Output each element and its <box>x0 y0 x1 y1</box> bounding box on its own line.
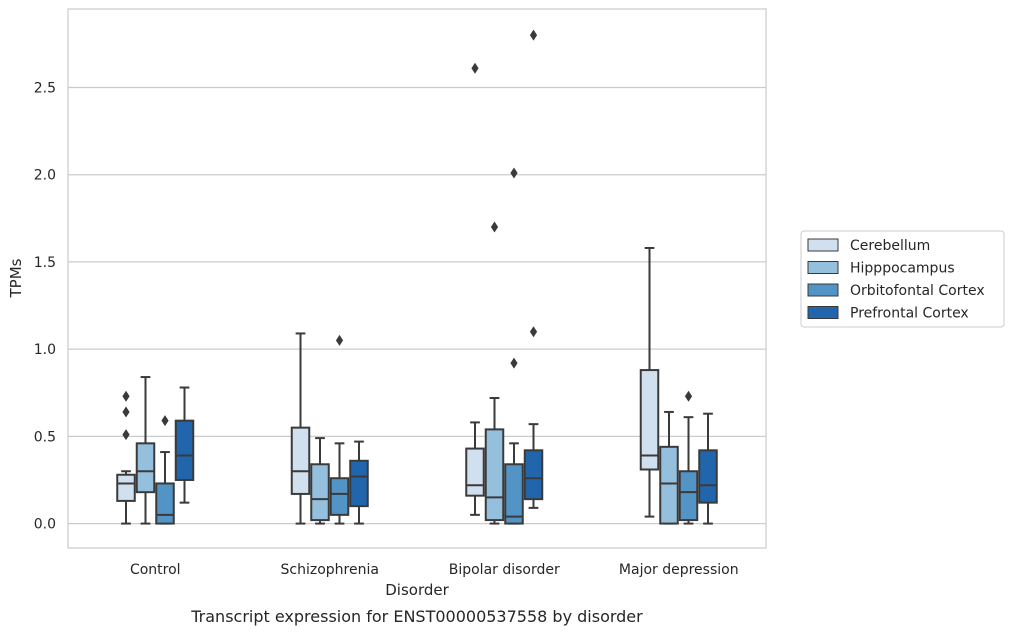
box-schizophrenia-prefrontal-cortex <box>349 440 369 525</box>
x-tick-label: Bipolar disorder <box>449 562 560 578</box>
box-bipolar-disorder-hipppocampus <box>484 221 505 525</box>
x-axis-title: Disorder <box>385 581 449 599</box>
legend-label: Cerebellum <box>850 238 930 254</box>
box-schizophrenia-orbitofontal-cortex <box>329 334 350 525</box>
legend-label: Hipppocampus <box>850 261 955 277</box>
box-control-prefrontal-cortex <box>174 386 195 504</box>
box-iqr <box>678 470 699 522</box>
box-major-depression-orbitofontal-cortex <box>678 390 699 525</box>
box-control-orbitofontal-cortex <box>155 415 175 525</box>
box-schizophrenia-hipppocampus <box>310 437 330 525</box>
box-iqr <box>135 442 156 494</box>
y-tick-labels: 0.0 0.5 1.0 1.5 2.0 2.5 <box>34 80 56 532</box>
legend-label: Orbitofontal Cortex <box>850 283 985 299</box>
chart-caption: Transcript expression for ENST0000053755… <box>190 607 643 626</box>
box-iqr <box>465 447 485 497</box>
legend-label: Prefrontal Cortex <box>850 306 969 322</box>
outlier-point <box>490 221 499 233</box>
legend-frame <box>800 230 1005 328</box>
box-iqr <box>659 445 679 525</box>
box-major-depression-hipppocampus <box>659 410 679 525</box>
y-tick-label: 1.5 <box>34 255 56 271</box>
outlier-point <box>122 406 130 418</box>
y-tick-label: 0.5 <box>34 429 56 445</box>
legend-swatch <box>807 261 839 274</box>
box-control-cerebellum <box>116 390 136 525</box>
box-iqr <box>174 419 195 481</box>
box-iqr <box>290 426 311 495</box>
box-schizophrenia-cerebellum <box>290 332 311 525</box>
outlier-point <box>529 29 538 41</box>
legend-swatch <box>807 306 839 319</box>
box-iqr <box>329 477 350 516</box>
legend-swatch <box>807 283 839 297</box>
y-tick-label: 1.0 <box>34 342 56 358</box>
plot-frame <box>67 8 767 549</box>
box-iqr <box>698 449 718 504</box>
box-control-hipppocampus <box>135 376 156 525</box>
y-tick-label: 2.5 <box>34 80 56 96</box>
box-iqr <box>523 449 544 501</box>
box-iqr <box>504 463 524 525</box>
y-tick-label: 2.0 <box>34 168 56 184</box>
box-iqr <box>116 473 136 502</box>
legend: Cerebellum Hipppocampus Orbitofontal Corte… <box>800 230 1005 328</box>
box-bipolar-disorder-orbitofontal-cortex <box>504 167 524 525</box>
x-tick-labels: Control Schizophrenia Bipolar disorder Majo… <box>130 562 739 578</box>
y-axis-title: TPMs <box>7 258 25 298</box>
outlier-point <box>684 390 693 402</box>
outlier-point <box>122 390 130 402</box>
box-iqr <box>349 459 369 508</box>
box-iqr <box>484 428 505 522</box>
box-marks <box>116 29 718 525</box>
box-iqr <box>639 369 660 471</box>
outlier-point <box>122 429 130 441</box>
box-bipolar-disorder-cerebellum <box>465 62 485 516</box>
box-bipolar-disorder-prefrontal-cortex <box>523 29 544 509</box>
outlier-point <box>161 415 169 427</box>
x-tick-label: Schizophrenia <box>281 562 379 578</box>
outlier-point <box>510 357 518 369</box>
box-major-depression-cerebellum <box>639 246 660 518</box>
outlier-point <box>335 334 344 346</box>
outlier-point <box>510 167 518 179</box>
box-iqr <box>310 463 330 522</box>
outlier-point <box>529 326 538 338</box>
box-iqr <box>155 482 175 525</box>
x-tick-label: Major depression <box>619 562 739 578</box>
legend-swatch <box>807 238 839 252</box>
outlier-point <box>471 62 479 74</box>
y-tick-label: 0.0 <box>34 517 56 533</box>
box-major-depression-prefrontal-cortex <box>698 412 718 525</box>
x-tick-label: Control <box>130 562 181 578</box>
